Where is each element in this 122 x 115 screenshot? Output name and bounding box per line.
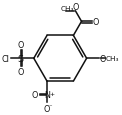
Text: N: N (44, 90, 50, 99)
Text: CH₃: CH₃ (106, 56, 119, 62)
Text: O: O (17, 41, 24, 50)
Text: +: + (49, 91, 54, 96)
Text: O: O (72, 3, 79, 12)
Text: S: S (18, 54, 24, 63)
Text: O: O (93, 17, 99, 26)
Text: Cl: Cl (2, 54, 10, 63)
Text: O: O (32, 90, 38, 99)
Text: O: O (44, 104, 50, 113)
Text: ⁻: ⁻ (49, 104, 52, 110)
Text: O: O (17, 68, 24, 77)
Text: CH₃: CH₃ (60, 6, 74, 12)
Text: O: O (99, 54, 106, 63)
